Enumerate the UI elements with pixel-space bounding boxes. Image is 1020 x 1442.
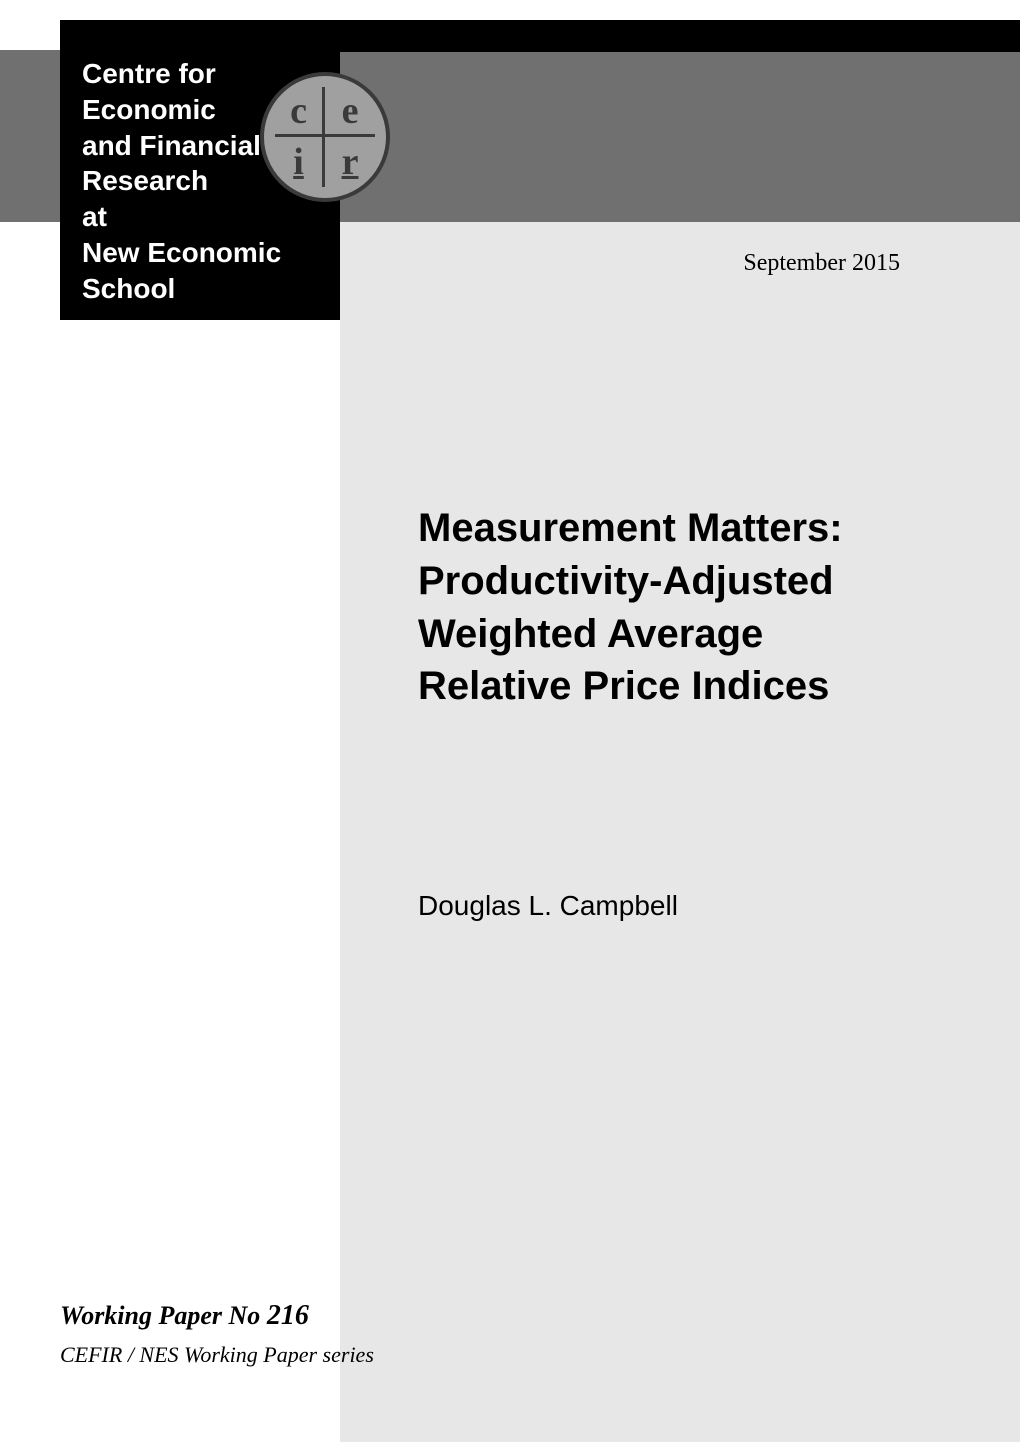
logo-letter-e: e [325, 87, 375, 137]
page: Centre for Economic and Financial Resear… [0, 0, 1020, 1442]
working-paper-label: Working Paper No [60, 1301, 260, 1330]
working-paper-line: Working Paper No 216 [60, 1300, 374, 1332]
working-paper-number: 216 [267, 1300, 309, 1331]
logo-circle-icon: c e i r [260, 72, 390, 202]
content-area [340, 222, 1020, 1442]
author-name: Douglas L. Campbell [418, 890, 678, 922]
cefir-logo: c e i r [260, 72, 390, 202]
logo-letter-i: i [275, 137, 325, 187]
logo-grid: c e i r [275, 87, 375, 187]
series-label: CEFIR / NES Working Paper series [60, 1342, 374, 1368]
paper-title: Measurement Matters: Productivity-Adjust… [418, 502, 978, 713]
paper-title-block: Measurement Matters: Productivity-Adjust… [418, 502, 978, 713]
publication-date: September 2015 [340, 250, 940, 277]
footer: Working Paper No 216 CEFIR / NES Working… [60, 1300, 374, 1368]
logo-letter-c: c [275, 87, 325, 137]
logo-letter-r: r [325, 137, 375, 187]
